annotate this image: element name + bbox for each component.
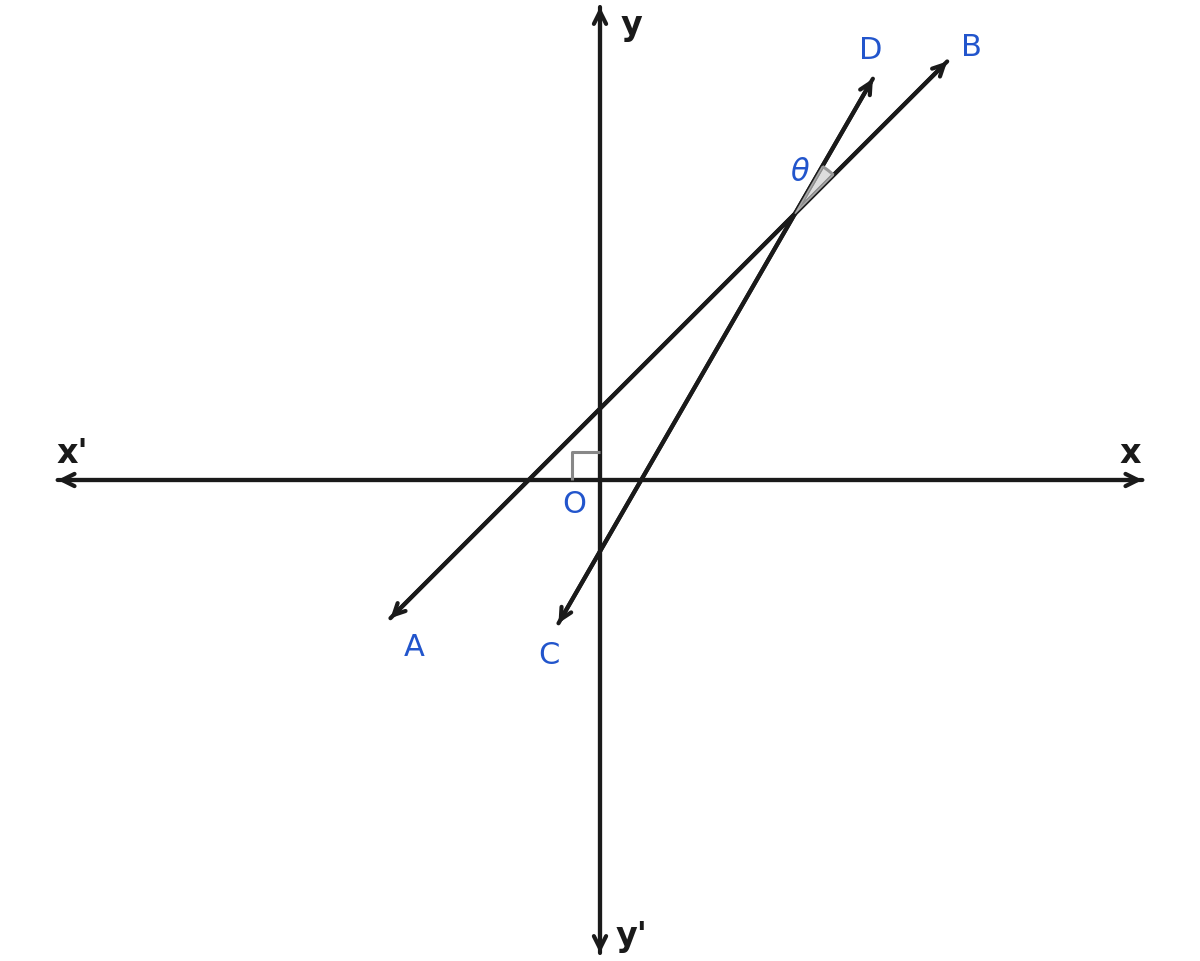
Text: θ: θ (791, 158, 809, 187)
Text: y': y' (616, 920, 648, 952)
Text: D: D (859, 37, 883, 65)
Text: B: B (961, 33, 982, 62)
Text: y: y (620, 9, 642, 41)
Text: x': x' (56, 436, 89, 469)
Text: C: C (539, 641, 560, 670)
Text: O: O (563, 489, 587, 518)
Text: x: x (1120, 436, 1141, 469)
Text: A: A (403, 632, 425, 661)
Polygon shape (794, 167, 834, 214)
